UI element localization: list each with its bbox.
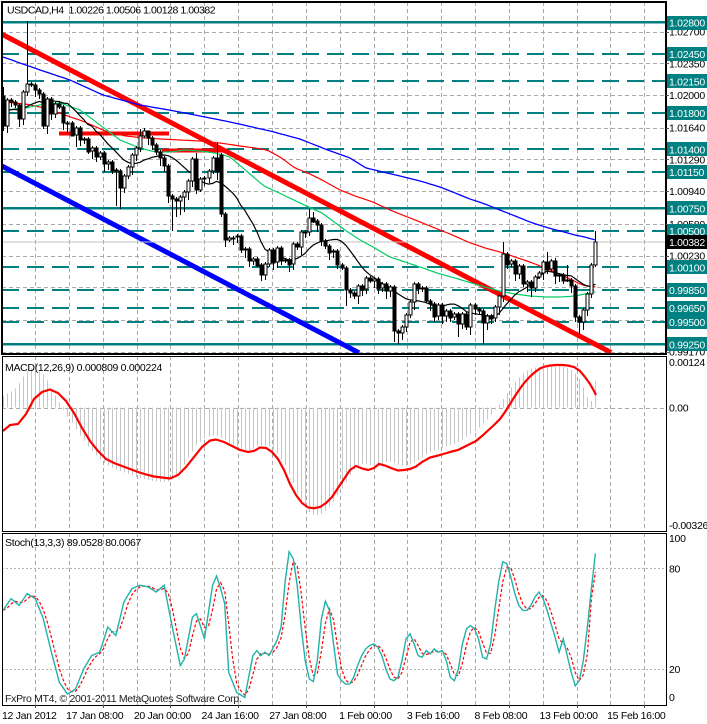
svg-text:0.99250: 0.99250 — [669, 339, 705, 351]
svg-text:27 Jan 08:00: 27 Jan 08:00 — [269, 710, 327, 722]
svg-text:Stoch(13,3,3) 89.0528 80.0067: Stoch(13,3,3) 89.0528 80.0067 — [5, 537, 142, 549]
svg-text:24 Jan 16:00: 24 Jan 16:00 — [202, 710, 260, 722]
svg-text:20: 20 — [669, 664, 681, 676]
svg-text:13 Feb 00:00: 13 Feb 00:00 — [539, 710, 598, 722]
svg-text:17 Jan 08:00: 17 Jan 08:00 — [66, 710, 124, 722]
svg-text:100: 100 — [669, 533, 686, 545]
svg-text:3 Feb 16:00: 3 Feb 16:00 — [407, 710, 460, 722]
svg-text:12 Jan 2012: 12 Jan 2012 — [2, 710, 57, 722]
svg-text:MACD(12,26,9) 0.000809 0.00022: MACD(12,26,9) 0.000809 0.000224 — [5, 362, 163, 374]
svg-text:0.99850: 0.99850 — [669, 285, 705, 297]
svg-text:1.01800: 1.01800 — [669, 108, 705, 120]
svg-text:1.00940: 1.00940 — [669, 186, 705, 198]
svg-text:1.00230: 1.00230 — [669, 251, 705, 263]
svg-text:1.02800: 1.02800 — [669, 18, 705, 30]
svg-text:-0.00326: -0.00326 — [669, 520, 707, 532]
svg-text:15 Feb 16:00: 15 Feb 16:00 — [607, 710, 666, 722]
svg-text:0.99650: 0.99650 — [669, 303, 705, 315]
svg-text:0.00: 0.00 — [669, 403, 689, 415]
svg-text:1.01150: 1.01150 — [669, 167, 705, 179]
svg-text:1.00100: 1.00100 — [669, 262, 705, 274]
svg-text:1.02450: 1.02450 — [669, 49, 705, 61]
svg-text:1 Feb 00:00: 1 Feb 00:00 — [339, 710, 392, 722]
svg-text:1.02150: 1.02150 — [669, 76, 705, 88]
svg-text:FxPro MT4, © 2001-2011 MetaQuo: FxPro MT4, © 2001-2011 MetaQuotes Softwa… — [5, 693, 242, 705]
svg-text:80: 80 — [669, 564, 681, 576]
svg-text:1.02000: 1.02000 — [669, 90, 705, 102]
svg-text:0: 0 — [669, 692, 675, 704]
svg-text:8 Feb 08:00: 8 Feb 08:00 — [475, 710, 528, 722]
svg-text:0.00124: 0.00124 — [669, 357, 705, 369]
svg-text:1.01290: 1.01290 — [669, 154, 705, 166]
svg-text:20 Jan 00:00: 20 Jan 00:00 — [134, 710, 192, 722]
svg-text:0.99500: 0.99500 — [669, 317, 705, 329]
svg-text:1.00750: 1.00750 — [669, 203, 705, 215]
svg-text:1.00382: 1.00382 — [669, 237, 705, 249]
svg-text:1.01400: 1.01400 — [669, 144, 705, 156]
svg-text:1.02350: 1.02350 — [669, 58, 705, 70]
svg-text:1.01640: 1.01640 — [669, 123, 705, 135]
svg-text:USDCAD,H4 1.00226 1.00506 1.0: USDCAD,H4 1.00226 1.00506 1.00128 1.0038… — [7, 5, 216, 17]
